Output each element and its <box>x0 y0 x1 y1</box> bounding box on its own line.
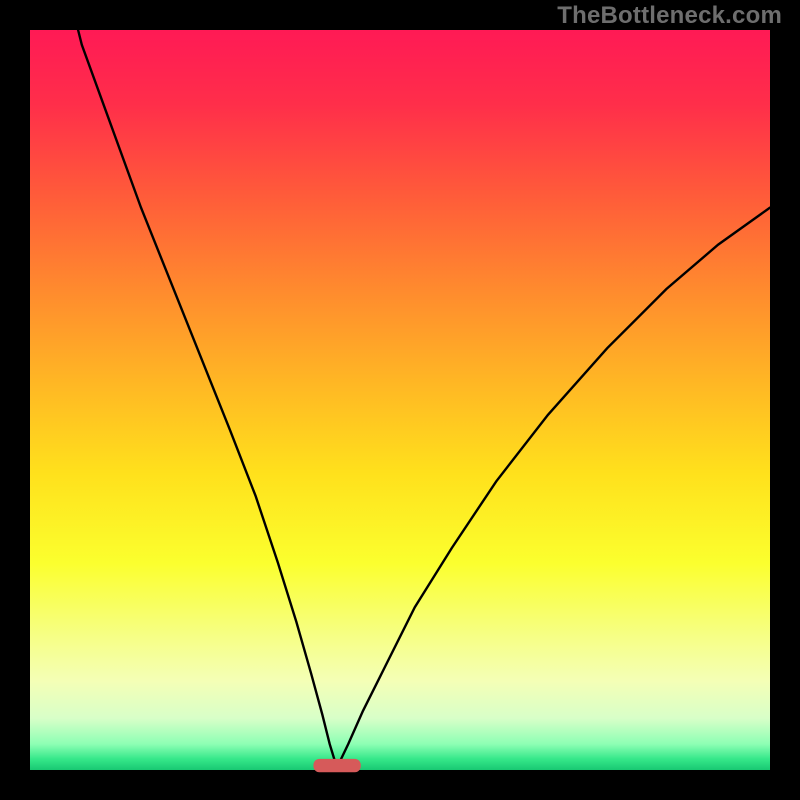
chart-frame: TheBottleneck.com <box>0 0 800 800</box>
target-marker <box>313 759 360 772</box>
chart-svg <box>0 0 800 800</box>
site-watermark: TheBottleneck.com <box>557 2 782 30</box>
plot-area <box>30 30 770 770</box>
